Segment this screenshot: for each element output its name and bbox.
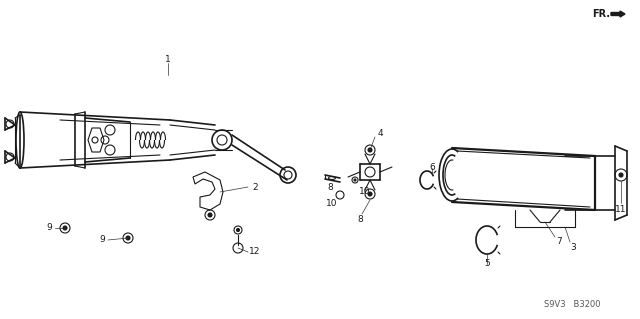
- Circle shape: [208, 213, 212, 217]
- Circle shape: [63, 226, 67, 230]
- Circle shape: [368, 192, 372, 196]
- Text: 12: 12: [250, 248, 260, 256]
- Circle shape: [126, 236, 130, 240]
- Circle shape: [619, 173, 623, 177]
- Text: 10: 10: [326, 198, 338, 207]
- Circle shape: [354, 179, 356, 181]
- Text: 9: 9: [46, 224, 52, 233]
- Text: 5: 5: [484, 259, 490, 269]
- Text: 8: 8: [357, 216, 363, 225]
- Circle shape: [237, 228, 239, 232]
- Text: 11: 11: [615, 204, 627, 213]
- Text: 7: 7: [556, 238, 562, 247]
- Text: 9: 9: [99, 235, 105, 244]
- Text: 3: 3: [570, 242, 576, 251]
- Text: 8: 8: [327, 183, 333, 192]
- Text: 10: 10: [359, 188, 371, 197]
- Text: FR.: FR.: [592, 9, 610, 19]
- FancyArrow shape: [611, 11, 625, 17]
- Circle shape: [368, 148, 372, 152]
- Text: 1: 1: [165, 56, 171, 64]
- Text: 6: 6: [429, 164, 435, 173]
- Text: 4: 4: [377, 130, 383, 138]
- Text: S9V3   B3200: S9V3 B3200: [544, 300, 600, 309]
- Text: 2: 2: [252, 182, 258, 191]
